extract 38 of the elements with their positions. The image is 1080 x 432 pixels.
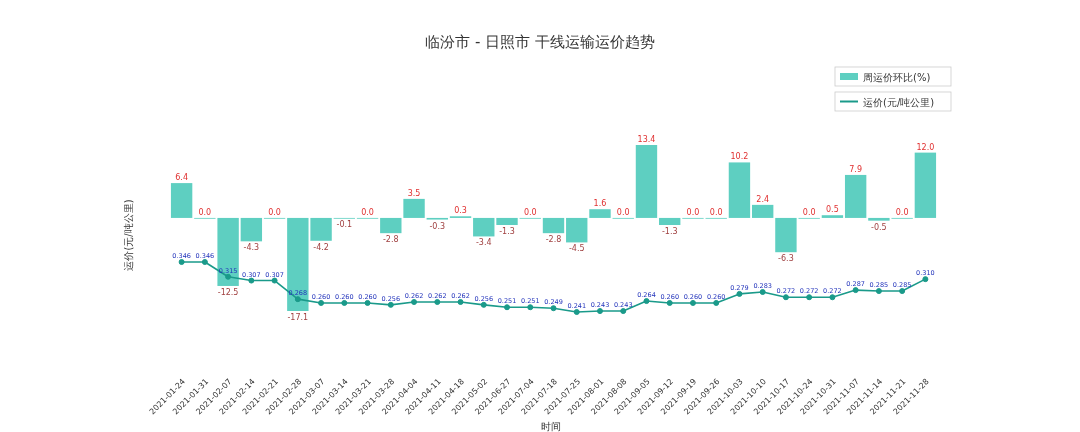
data-label: 6.4 bbox=[175, 173, 188, 183]
data-label: -12.5 bbox=[217, 287, 239, 297]
data-label: -0.3 bbox=[429, 221, 446, 231]
data-label: -4.2 bbox=[313, 242, 329, 252]
data-label: 0.0 bbox=[523, 207, 537, 217]
data-label: -3.4 bbox=[475, 238, 492, 248]
data-label: 0.0 bbox=[709, 207, 723, 217]
y-axis-title: 运价(元/吨公里) bbox=[123, 199, 134, 271]
data-label: 0.0 bbox=[198, 207, 212, 217]
data-label: 10.2 bbox=[730, 152, 749, 162]
data-label: -1.3 bbox=[499, 227, 515, 237]
data-label: -1.3 bbox=[661, 227, 678, 237]
data-label: 0.5 bbox=[826, 205, 839, 215]
data-label: 0.0 bbox=[268, 207, 281, 217]
data-label: -2.8 bbox=[545, 235, 562, 245]
data-label: 3.5 bbox=[407, 188, 421, 198]
legend-label: 运价(元/吨公里) bbox=[863, 97, 935, 108]
data-label: 0.0 bbox=[686, 207, 700, 217]
legend-label: 周运价环比(%) bbox=[863, 72, 931, 83]
data-label: 12.0 bbox=[916, 142, 935, 152]
data-label: -6.3 bbox=[778, 254, 794, 264]
x-axis-title: 时间 bbox=[541, 421, 561, 432]
data-label: -4.3 bbox=[243, 243, 260, 253]
data-label: -17.1 bbox=[287, 313, 309, 322]
data-label: 1.6 bbox=[593, 199, 607, 209]
data-label: 0.0 bbox=[802, 207, 816, 217]
data-label: -0.1 bbox=[336, 220, 353, 230]
data-label: -2.8 bbox=[383, 235, 399, 245]
data-label: 0.0 bbox=[895, 207, 909, 217]
chart-title: 临汾市 - 日照市 干线运输运价趋势 bbox=[425, 33, 655, 51]
data-label: 0.3 bbox=[454, 206, 467, 216]
data-label: 0.0 bbox=[616, 207, 630, 217]
data-label: 7.9 bbox=[849, 164, 863, 174]
data-label: 0.0 bbox=[361, 207, 374, 217]
data-label: -4.5 bbox=[568, 244, 585, 254]
data-label: -0.5 bbox=[871, 222, 887, 232]
data-label: 2.4 bbox=[756, 194, 770, 204]
data-label: 13.4 bbox=[637, 135, 656, 144]
